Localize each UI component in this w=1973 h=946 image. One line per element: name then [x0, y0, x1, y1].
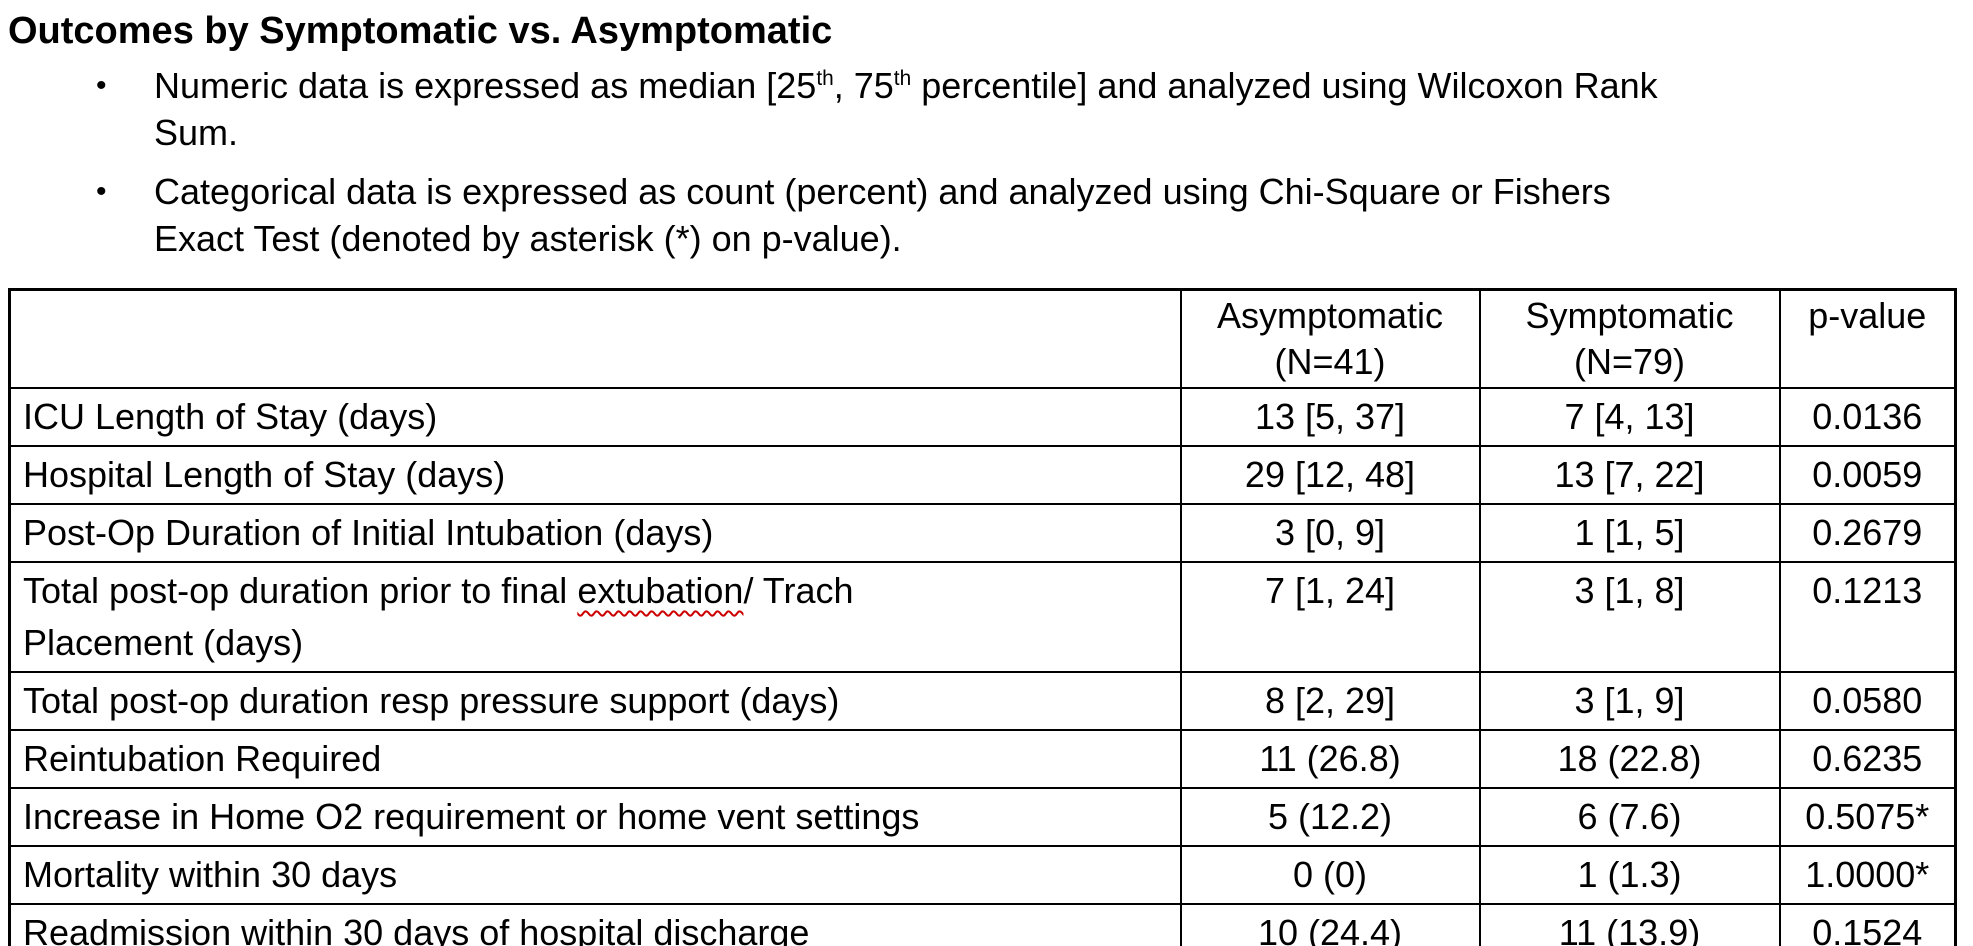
outcome-label-cell: Total post-op duration prior to final ex…: [8, 561, 1182, 673]
label-line-2: Placement (days): [23, 622, 304, 663]
symptomatic-value-cell: 7 [4, 13]: [1478, 387, 1781, 447]
p-value-cell: 0.5075*: [1778, 787, 1957, 847]
table-row: Total post-op duration resp pressure sup…: [8, 671, 1957, 731]
table-row: Post-Op Duration of Initial Intubation (…: [8, 503, 1957, 563]
header-pvalue-label: p-value: [1808, 295, 1927, 336]
header-cell-pvalue: p-value: [1778, 288, 1957, 389]
header-group-n: (N=41): [1274, 341, 1386, 382]
header-cell-asymptomatic: Asymptomatic (N=41): [1179, 288, 1481, 389]
misspelled-word: extubation: [577, 570, 744, 611]
asymptomatic-value-cell: 29 [12, 48]: [1179, 445, 1481, 505]
table-row: Hospital Length of Stay (days) 29 [12, 4…: [8, 445, 1957, 505]
symptomatic-value-cell: 3 [1, 9]: [1478, 671, 1781, 731]
outcome-label-cell: ICU Length of Stay (days): [8, 387, 1182, 447]
outcomes-table: Asymptomatic (N=41) Symptomatic (N=79) p…: [8, 288, 1957, 946]
bullet-text-numeric: Numeric data is expressed as median [25t…: [154, 62, 1963, 156]
outcome-label-cell: Increase in Home O2 requirement or home …: [8, 787, 1182, 847]
asymptomatic-value-cell: 8 [2, 29]: [1179, 671, 1481, 731]
table-row: Increase in Home O2 requirement or home …: [8, 787, 1957, 847]
table-row: Reintubation Required 11 (26.8) 18 (22.8…: [8, 729, 1957, 789]
p-value-cell: 0.0059: [1778, 445, 1957, 505]
page-title: Outcomes by Symptomatic vs. Asymptomatic: [8, 10, 833, 52]
outcome-label-cell: Reintubation Required: [8, 729, 1182, 789]
symptomatic-value-cell: 3 [1, 8]: [1478, 561, 1781, 673]
header-group-label: Asymptomatic: [1216, 295, 1444, 336]
bullet1-seg3: percentile] and analyzed using Wilcoxon …: [911, 65, 1658, 106]
outcome-label-cell: Readmission within 30 days of hospital d…: [8, 903, 1182, 946]
bullet-list: • Numeric data is expressed as median [2…: [96, 62, 1963, 262]
table-row: Total post-op duration prior to final ex…: [8, 561, 1957, 673]
header-cell-symptomatic: Symptomatic (N=79): [1478, 288, 1781, 389]
symptomatic-value-cell: 11 (13.9): [1478, 903, 1781, 946]
p-value-cell: 0.6235: [1778, 729, 1957, 789]
bullet-line-1: Categorical data is expressed as count (…: [154, 171, 1611, 212]
bullet-line-2: Sum.: [154, 112, 239, 153]
table-row: Mortality within 30 days 0 (0) 1 (1.3) 1…: [8, 845, 1957, 905]
asymptomatic-value-cell: 7 [1, 24]: [1179, 561, 1481, 673]
bullet-item-numeric: • Numeric data is expressed as median [2…: [96, 62, 1963, 156]
bullet-text-categorical: Categorical data is expressed as count (…: [154, 168, 1963, 262]
symptomatic-value-cell: 1 [1, 5]: [1478, 503, 1781, 563]
bullet1-seg1: Numeric data is expressed as median [25: [154, 65, 817, 106]
outcome-label-cell: Post-Op Duration of Initial Intubation (…: [8, 503, 1182, 563]
bullet-icon: •: [96, 69, 107, 102]
header-cell-empty: [8, 288, 1182, 389]
label-segment: Total post-op duration prior to final: [23, 570, 578, 611]
label-segment: / Trach: [743, 570, 854, 611]
p-value-cell: 0.1524: [1778, 903, 1957, 946]
symptomatic-value-cell: 1 (1.3): [1478, 845, 1781, 905]
header-group-label: Symptomatic: [1525, 295, 1734, 336]
table-row: Readmission within 30 days of hospital d…: [8, 903, 1957, 946]
p-value-cell: 0.2679: [1778, 503, 1957, 563]
p-value-cell: 1.0000*: [1778, 845, 1957, 905]
outcome-label-cell: Mortality within 30 days: [8, 845, 1182, 905]
header-group-n: (N=79): [1573, 341, 1686, 382]
bullet-line-2: Exact Test (denoted by asterisk (*) on p…: [154, 218, 902, 259]
table-row: ICU Length of Stay (days) 13 [5, 37] 7 […: [8, 387, 1957, 447]
asymptomatic-value-cell: 11 (26.8): [1179, 729, 1481, 789]
p-value-cell: 0.0136: [1778, 387, 1957, 447]
asymptomatic-value-cell: 13 [5, 37]: [1179, 387, 1481, 447]
asymptomatic-value-cell: 5 (12.2): [1179, 787, 1481, 847]
outcome-label-cell: Hospital Length of Stay (days): [8, 445, 1182, 505]
symptomatic-value-cell: 13 [7, 22]: [1478, 445, 1781, 505]
asymptomatic-value-cell: 3 [0, 9]: [1179, 503, 1481, 563]
superscript-th: th: [816, 67, 834, 90]
symptomatic-value-cell: 18 (22.8): [1478, 729, 1781, 789]
bullet-item-categorical: • Categorical data is expressed as count…: [96, 168, 1963, 262]
header-row: Asymptomatic (N=41) Symptomatic (N=79) p…: [8, 288, 1957, 389]
asymptomatic-value-cell: 10 (24.4): [1179, 903, 1481, 946]
asymptomatic-value-cell: 0 (0): [1179, 845, 1481, 905]
outcome-label-cell: Total post-op duration resp pressure sup…: [8, 671, 1182, 731]
bullet-line-1: Numeric data is expressed as median [25t…: [154, 62, 1963, 109]
p-value-cell: 0.0580: [1778, 671, 1957, 731]
p-value-cell: 0.1213: [1778, 561, 1957, 673]
bullet1-seg2: , 75: [833, 65, 894, 106]
symptomatic-value-cell: 6 (7.6): [1478, 787, 1781, 847]
superscript-th: th: [893, 67, 912, 90]
bullet-icon: •: [96, 175, 107, 208]
